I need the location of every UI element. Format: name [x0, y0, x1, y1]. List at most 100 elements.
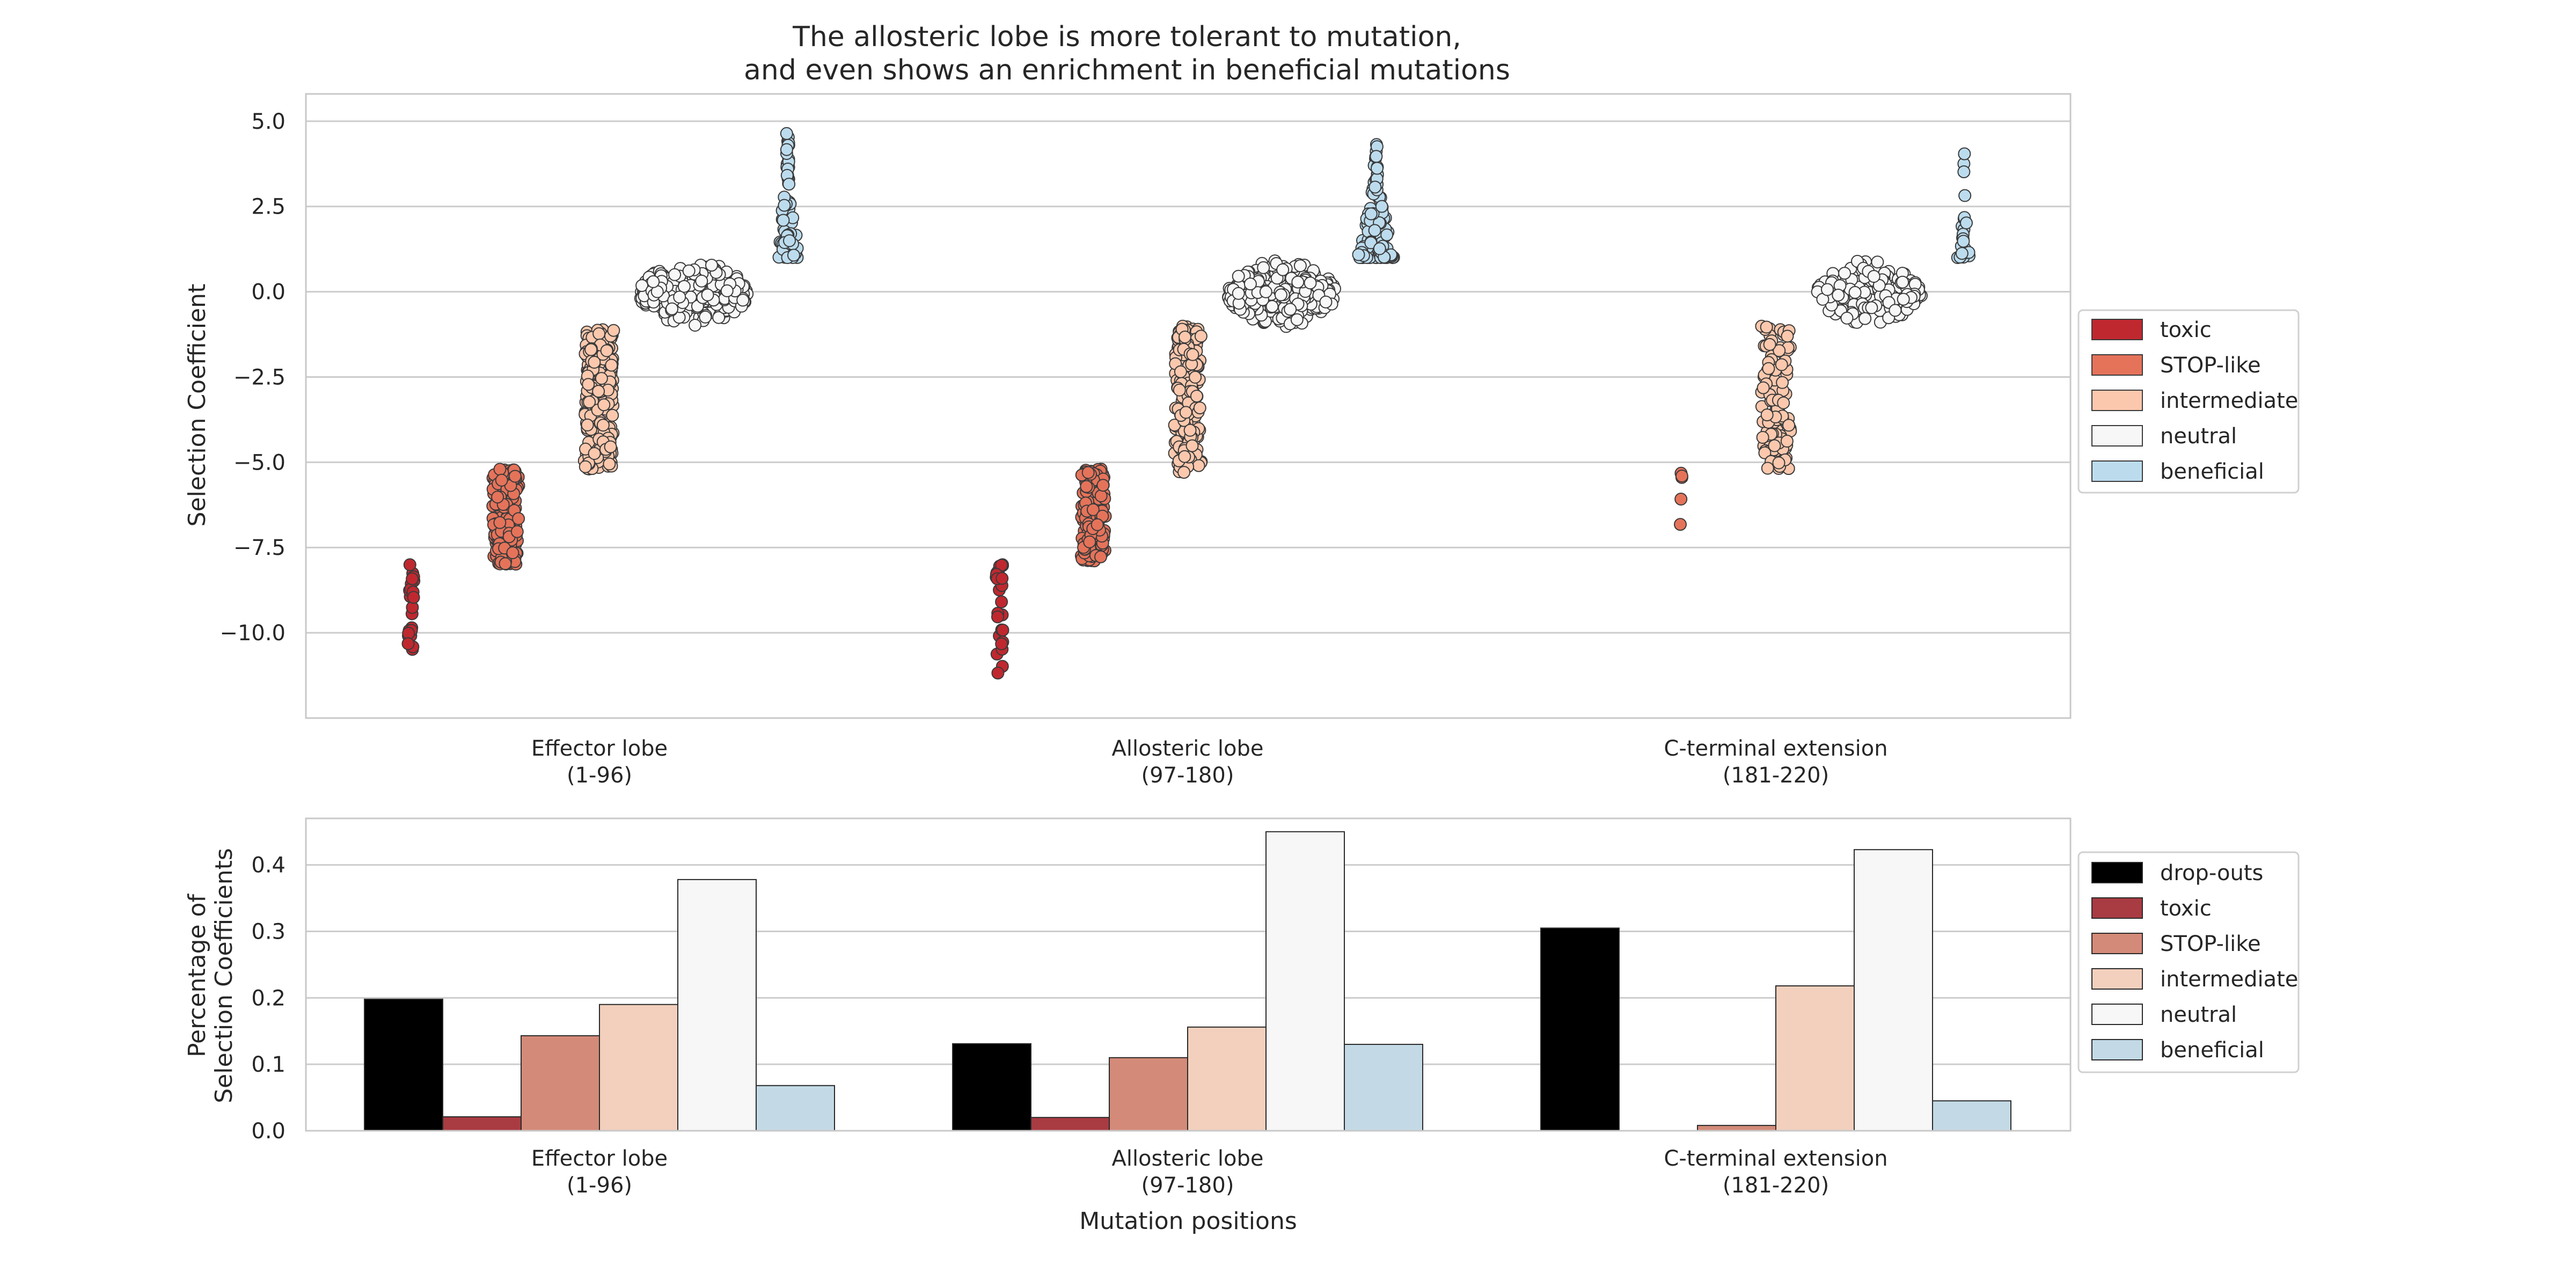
swarm-point-intermediate: [1776, 376, 1789, 389]
bar-intermediate: [1775, 985, 1855, 1131]
swarm-point-intermediate: [1781, 330, 1794, 343]
bar-marks: [364, 831, 2011, 1132]
swarm-point-neutral: [647, 275, 660, 288]
swarm-point-intermediate: [1179, 331, 1191, 343]
swarm-point-neutral: [1257, 261, 1270, 274]
bar-legend-swatch-beneficial: [2091, 1039, 2143, 1060]
swarm-point-neutral: [1821, 283, 1834, 296]
swarm-point-stop-like: [508, 470, 522, 483]
swarm-point-intermediate: [1756, 431, 1769, 444]
swarm-x-tick-label: (1-96): [567, 763, 632, 788]
bar-drop-outs: [952, 1043, 1031, 1131]
swarm-point-intermediate: [1762, 362, 1775, 375]
swarm-point-toxic: [996, 624, 1009, 637]
swarm-point-neutral: [1290, 313, 1304, 326]
swarm-point-neutral: [701, 288, 714, 302]
swarm-point-beneficial: [1960, 216, 1973, 230]
swarm-point-beneficial: [1958, 189, 1972, 202]
bar-stop-like: [1109, 1057, 1188, 1131]
swarm-point-intermediate: [1773, 344, 1786, 357]
swarm-point-neutral: [1304, 276, 1317, 290]
swarm-point-stop-like: [495, 473, 508, 487]
swarm-axes-frame: [305, 93, 2072, 719]
swarm-point-neutral: [1284, 303, 1297, 316]
swarm-point-intermediate: [597, 398, 611, 412]
bar-x-ticks: Effector lobe(1-96) Allosteric lobe(97-18…: [531, 1146, 1888, 1198]
swarm-point-intermediate: [1772, 456, 1785, 470]
swarm-point-beneficial: [1370, 150, 1383, 163]
swarm-point-neutral: [1896, 275, 1909, 289]
swarm-legend-label: neutral: [2160, 424, 2237, 449]
bar-x-tick-label: Effector lobe: [531, 1146, 668, 1171]
swarm-plot: 5.0 2.5 0.0 −2.5 −5.0 −7.5 −10.0 Effector lobe…: [184, 93, 2300, 788]
bar-toxic: [1030, 1117, 1110, 1132]
swarm-point-stop-like: [1091, 518, 1104, 531]
swarm-point-intermediate: [588, 356, 601, 369]
swarm-point-stop-like: [1674, 518, 1687, 531]
swarm-point-neutral: [712, 311, 726, 324]
swarm-point-intermediate: [1777, 396, 1790, 409]
swarm-point-neutral: [705, 259, 718, 272]
bar-legend-label: beneficial: [2160, 1038, 2264, 1063]
swarm-point-beneficial: [1957, 235, 1970, 248]
swarm-point-stop-like: [1094, 489, 1108, 502]
bar-legend-swatch-intermediate: [2091, 968, 2143, 990]
swarm-point-intermediate: [1177, 466, 1191, 479]
swarm-point-neutral: [682, 264, 696, 277]
swarm-point-toxic: [991, 610, 1004, 624]
swarm-point-stop-like: [499, 557, 512, 570]
swarm-x-tick-label: Allosteric lobe: [1111, 736, 1263, 761]
swarm-point-intermediate: [1760, 408, 1774, 422]
swarm-point-stop-like: [1080, 480, 1093, 493]
bar-intermediate: [599, 1004, 678, 1131]
swarm-point-intermediate: [600, 344, 613, 357]
swarm-point-stop-like: [493, 516, 507, 529]
swarm-point-neutral: [1291, 275, 1305, 289]
swarm-point-beneficial: [787, 248, 800, 262]
swarm-point-intermediate: [1758, 446, 1772, 459]
swarm-point-beneficial: [1375, 200, 1388, 213]
bar-y-tick-label: 0.2: [251, 986, 286, 1011]
swarm-point-intermediate: [1173, 383, 1186, 397]
swarm-point-intermediate: [584, 343, 598, 356]
bar-legend-label: toxic: [2160, 896, 2212, 921]
swarm-point-neutral: [1840, 311, 1854, 325]
swarm-point-beneficial: [1380, 228, 1394, 241]
swarm-point-neutral: [635, 279, 649, 292]
swarm-point-neutral: [677, 280, 691, 293]
swarm-point-toxic: [996, 572, 1009, 585]
bar-toxic: [442, 1116, 522, 1132]
swarm-point-neutral: [1276, 263, 1290, 276]
swarm-point-intermediate: [604, 440, 617, 453]
swarm-point-neutral: [1243, 277, 1257, 291]
bar-drop-outs: [364, 998, 443, 1131]
swarm-point-beneficial: [780, 127, 793, 140]
swarm-points: [401, 127, 1976, 680]
swarm-point-neutral: [1871, 255, 1884, 269]
bar-y-tick-label: 0.1: [251, 1052, 286, 1077]
bar-y-tick-label: 0.4: [251, 853, 286, 878]
swarm-point-stop-like: [512, 512, 525, 525]
swarm-point-neutral: [1865, 301, 1878, 314]
swarm-point-neutral: [1889, 304, 1902, 317]
swarm-point-neutral: [1897, 292, 1910, 306]
bar-beneficial: [1932, 1100, 2011, 1132]
swarm-point-stop-like: [491, 491, 504, 504]
swarm-x-tick-label: (181-220): [1723, 763, 1829, 788]
bar-neutral: [1854, 849, 1933, 1131]
swarm-point-stop-like: [1081, 466, 1095, 479]
bar-drop-outs: [1540, 927, 1620, 1131]
swarm-point-intermediate: [606, 408, 619, 422]
swarm-point-intermediate: [605, 358, 618, 372]
bar-legend-label: intermediate: [2160, 967, 2298, 992]
swarm-point-beneficial: [1364, 236, 1378, 250]
swarm-point-stop-like: [510, 525, 524, 538]
bar-y-tick-label: 0.0: [251, 1119, 286, 1144]
swarm-point-intermediate: [582, 378, 595, 391]
bar-y-axis-label-line2: Selection Coefficients: [210, 848, 238, 1103]
bar-x-axis-label: Mutation positions: [1079, 1208, 1297, 1235]
swarm-point-stop-like: [1675, 470, 1688, 482]
swarm-point-intermediate: [1190, 390, 1203, 403]
swarm-y-tick-label: 2.5: [251, 195, 286, 219]
